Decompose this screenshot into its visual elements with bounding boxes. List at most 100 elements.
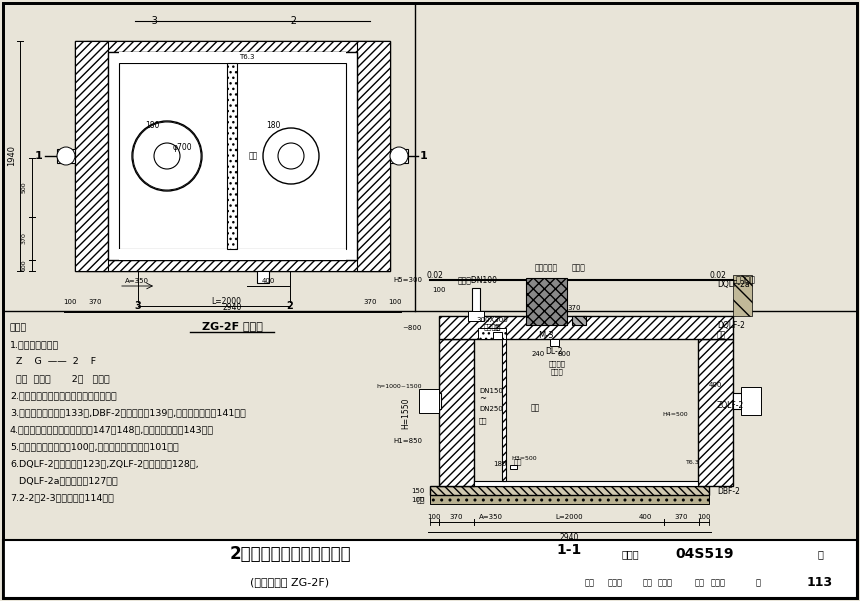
Text: 370: 370	[364, 299, 377, 305]
Text: 1: 1	[421, 151, 428, 161]
Text: H3=500: H3=500	[511, 456, 537, 460]
Text: A=350: A=350	[479, 514, 503, 520]
Bar	[478, 328, 506, 339]
Text: 100: 100	[22, 260, 27, 271]
Bar	[493, 332, 502, 339]
Text: 垫层: 垫层	[416, 496, 425, 503]
Circle shape	[57, 147, 75, 165]
Text: DN150: DN150	[479, 388, 503, 394]
Bar	[741, 387, 761, 415]
Text: 370: 370	[88, 299, 101, 305]
Text: 370: 370	[22, 233, 27, 245]
Text: Z    G  ——  2    F: Z G —— 2 F	[10, 357, 96, 366]
Text: 支架: 支架	[513, 459, 522, 465]
Bar	[429, 393, 441, 409]
Text: φ700: φ700	[172, 144, 192, 153]
Text: 室外地面: 室外地面	[736, 275, 756, 284]
Text: 校对: 校对	[643, 579, 653, 588]
Text: H5=300: H5=300	[393, 276, 422, 282]
Text: 支座: 支座	[494, 325, 501, 331]
Text: 0.02: 0.02	[427, 272, 444, 281]
Text: 2型砖牀隔油池平、剪面图: 2型砖牀隔油池平、剪面图	[229, 545, 351, 563]
Bar	[572, 316, 586, 325]
Text: DN250: DN250	[479, 406, 503, 412]
Bar	[86, 260, 379, 271]
Bar	[526, 278, 567, 325]
Bar	[550, 339, 559, 346]
Bar	[357, 41, 390, 271]
Text: 2: 2	[286, 301, 293, 311]
Bar	[419, 389, 439, 413]
Text: 500: 500	[22, 182, 27, 194]
Text: 2940: 2940	[559, 534, 579, 543]
Bar	[733, 393, 749, 409]
Text: 3.盖板布置图详见第133页,DBF-2配筋图见第139页,隔板大样图见第141页。: 3.盖板布置图详见第133页,DBF-2配筋图见第139页,隔板大样图见第141…	[10, 408, 246, 417]
Text: 400: 400	[261, 278, 274, 284]
Text: L=2000: L=2000	[212, 297, 241, 307]
Text: 浸热沥青: 浸热沥青	[549, 361, 566, 367]
Text: 7.2-2、2-3剑面图见第114页。: 7.2-2、2-3剑面图见第114页。	[10, 493, 114, 502]
Text: 隔板: 隔板	[249, 151, 258, 160]
Circle shape	[132, 121, 202, 191]
Bar	[257, 271, 269, 283]
Text: ~800: ~800	[402, 325, 422, 331]
Text: 设计: 设计	[695, 579, 705, 588]
Text: L=2000: L=2000	[556, 514, 583, 520]
Bar	[57, 149, 75, 163]
Text: 林慧芝: 林慧芝	[710, 579, 726, 588]
Text: 370: 370	[568, 305, 580, 311]
Circle shape	[278, 143, 304, 169]
Text: 6.DQLF-2配筋图见第123页,ZQLF-2配筋图见第128页,: 6.DQLF-2配筋图见第123页,ZQLF-2配筋图见第128页,	[10, 459, 199, 468]
Bar	[430, 495, 709, 504]
Text: 180: 180	[266, 121, 280, 130]
Circle shape	[390, 147, 408, 165]
Text: —3: —3	[142, 16, 158, 26]
Bar	[510, 465, 517, 469]
Text: 页: 页	[755, 579, 760, 588]
Text: H=1550: H=1550	[401, 397, 410, 429]
Text: ZG-2F 平面图: ZG-2F 平面图	[201, 321, 262, 331]
Bar	[119, 52, 346, 63]
Bar	[390, 149, 408, 163]
Text: —2: —2	[282, 16, 298, 26]
Text: 预制盖板: 预制盖板	[483, 324, 501, 331]
Bar	[472, 288, 480, 316]
Bar	[468, 311, 484, 321]
Text: H1=850: H1=850	[393, 438, 422, 444]
Text: 池壁: 池壁	[479, 418, 488, 424]
Circle shape	[263, 128, 319, 184]
Text: 0.02: 0.02	[710, 272, 727, 281]
Text: 300X300: 300X300	[476, 317, 508, 323]
Text: 04S519: 04S519	[676, 547, 734, 561]
Text: DL-2: DL-2	[545, 347, 562, 356]
Text: 通气管DN100: 通气管DN100	[458, 275, 498, 284]
Bar	[119, 249, 346, 260]
Text: 100: 100	[697, 514, 710, 520]
Bar	[75, 41, 390, 271]
Text: 113: 113	[807, 576, 833, 590]
Text: 400: 400	[638, 514, 652, 520]
Text: 郭变雄: 郭变雄	[607, 579, 623, 588]
Text: 任向东: 任向东	[658, 579, 673, 588]
Text: 1: 1	[35, 151, 43, 161]
Text: 4.砖牀隔油池主要材料表详见第147、148页,锰步布置图见第143页。: 4.砖牀隔油池主要材料表详见第147、148页,锰步布置图见第143页。	[10, 425, 214, 434]
Text: 800: 800	[557, 351, 571, 357]
Text: 钢盖板: 钢盖板	[572, 263, 586, 272]
Text: 审核: 审核	[585, 579, 595, 588]
Text: 井盖及支座: 井盖及支座	[534, 263, 557, 272]
Text: 木堵头: 木堵头	[550, 368, 563, 375]
Circle shape	[154, 143, 180, 169]
Text: 100: 100	[411, 497, 425, 503]
Bar	[75, 41, 108, 271]
Text: T6.3: T6.3	[686, 460, 700, 465]
Bar	[698, 339, 733, 486]
Bar	[227, 63, 237, 249]
Text: (池顶有覆土 ZG-2F): (池顶有覆土 ZG-2F)	[250, 577, 329, 587]
Bar	[119, 63, 346, 249]
Text: T6.3: T6.3	[239, 54, 255, 60]
Text: 1-1: 1-1	[556, 543, 581, 557]
Bar	[733, 275, 752, 316]
Text: 页: 页	[817, 549, 823, 559]
Text: H4=500: H4=500	[662, 412, 688, 418]
Bar	[502, 339, 506, 481]
